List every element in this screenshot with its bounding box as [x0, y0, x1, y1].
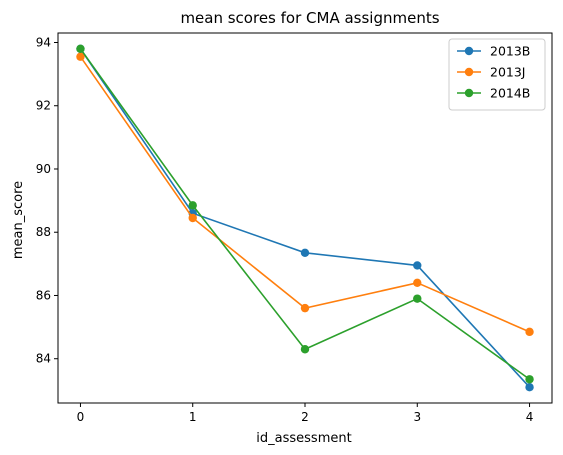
chart-title: mean scores for CMA assignments [180, 9, 439, 27]
data-point [300, 303, 310, 313]
data-point [413, 294, 422, 303]
series-2014B [76, 44, 534, 384]
data-point [300, 248, 310, 257]
legend: 2013B 2013J 2014B [448, 38, 546, 111]
legend-item: 2013J [457, 65, 526, 80]
data-point [413, 278, 422, 288]
y-tick-label: 92 [36, 99, 51, 113]
y-axis-label: mean_score [11, 181, 26, 259]
x-tick-label: 2 [301, 410, 309, 424]
data-point [76, 44, 85, 54]
data-point [525, 382, 534, 392]
y-tick-label: 84 [36, 352, 51, 366]
x-tick-label: 3 [413, 410, 421, 424]
data-point [188, 201, 197, 210]
legend-item: 2014B [457, 86, 530, 101]
legend-marker [464, 67, 474, 77]
legend-label: 2013J [490, 65, 526, 80]
data-point [525, 327, 534, 337]
legend-marker [464, 46, 474, 56]
series-2013J [76, 52, 534, 337]
legend-label: 2013B [490, 44, 530, 59]
y-axis: 84 86 88 90 92 94 [36, 35, 58, 366]
data-point [76, 52, 85, 61]
legend-marker [464, 88, 474, 98]
x-tick-label: 1 [189, 410, 197, 424]
legend-label: 2014B [490, 86, 530, 101]
series-layer [76, 44, 534, 392]
data-point [188, 213, 197, 223]
data-point [525, 375, 534, 384]
y-tick-label: 94 [36, 35, 51, 49]
legend-item: 2013B [457, 44, 530, 59]
data-point [413, 261, 422, 270]
data-point [300, 345, 310, 354]
x-tick-label: 4 [526, 410, 534, 424]
y-tick-label: 88 [36, 225, 51, 239]
x-axis-label: id_assessment [256, 431, 351, 446]
x-axis: 0 1 2 3 4 [77, 403, 534, 424]
y-tick-label: 90 [36, 162, 51, 176]
y-tick-label: 86 [36, 288, 51, 302]
x-tick-label: 0 [77, 410, 85, 424]
